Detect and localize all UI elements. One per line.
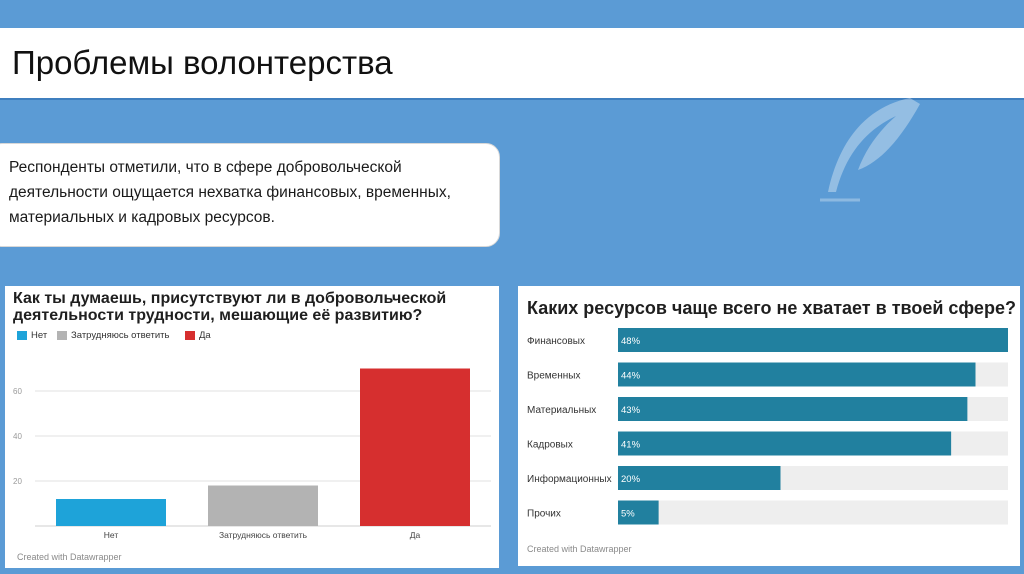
left-chart-title: Как ты думаешь, присутствуют ли в добров… [13, 290, 447, 324]
legend-label-2: Затрудняюсь ответить [71, 330, 170, 341]
value-label: 5% [621, 509, 635, 520]
value-label: 20% [621, 474, 641, 485]
category-label: Кадровых [527, 440, 573, 451]
bar-3 [360, 368, 470, 526]
intro-text-box: Респонденты отметили, что в сфере добров… [0, 143, 500, 247]
y-tick-label: 40 [13, 432, 22, 441]
bar-5 [618, 466, 781, 490]
top-strip [0, 0, 1024, 28]
category-label: Финансовых [527, 336, 585, 347]
legend-label-3: Да [199, 330, 211, 341]
bar-4 [618, 431, 952, 456]
legend-item-2: Затрудняюсь ответить [57, 330, 169, 341]
feather-quill-icon [820, 98, 920, 202]
bar-1 [618, 328, 1008, 352]
legend-swatch-3 [185, 331, 195, 340]
category-label: Материальных [527, 405, 596, 416]
legend-label-1: Нет [31, 330, 48, 341]
bar-3 [618, 397, 968, 421]
bar-2 [208, 485, 318, 526]
x-category-label: Да [410, 530, 421, 540]
title-bar: Проблемы волонтерства [0, 28, 1024, 100]
bar-2 [618, 362, 976, 387]
legend-item-1: Нет [17, 330, 47, 341]
category-label: Прочих [527, 509, 561, 520]
right-chart-plot: Финансовых 48% Временных 44% Материальных 43%… [527, 328, 1008, 525]
bar-6 [618, 500, 659, 525]
intro-text: Респонденты отметили, что в сфере добров… [9, 159, 451, 226]
legend-item-3: Да [185, 330, 211, 341]
right-chart-panel: Каких ресурсов чаще всего не хватает в т… [518, 286, 1020, 566]
value-label: 43% [621, 405, 641, 416]
legend-swatch-2 [57, 331, 67, 340]
left-credit: Created with Datawrapper [17, 552, 122, 562]
legend-swatch-1 [17, 331, 27, 340]
left-chart-panel: Как ты думаешь, присутствуют ли в добров… [5, 286, 499, 568]
category-label: Временных [527, 371, 580, 382]
page-title: Проблемы волонтерства [12, 44, 393, 81]
category-label: Информационных [527, 473, 612, 485]
y-tick-label: 60 [13, 387, 22, 396]
bar-1 [56, 499, 166, 526]
value-label: 41% [621, 440, 641, 451]
x-category-label: Нет [104, 530, 119, 540]
bar-track [618, 500, 1008, 525]
y-tick-label: 20 [13, 477, 22, 486]
right-chart-title: Каких ресурсов чаще всего не хватает в т… [527, 298, 1016, 318]
x-category-label: Затрудняюсь ответить [219, 530, 308, 540]
left-chart-plot: 20 40 60 Нет Затрудняюсь ответить Да [13, 368, 491, 540]
value-label: 44% [621, 371, 641, 382]
value-label: 48% [621, 336, 641, 347]
right-credit: Created with Datawrapper [527, 544, 632, 554]
